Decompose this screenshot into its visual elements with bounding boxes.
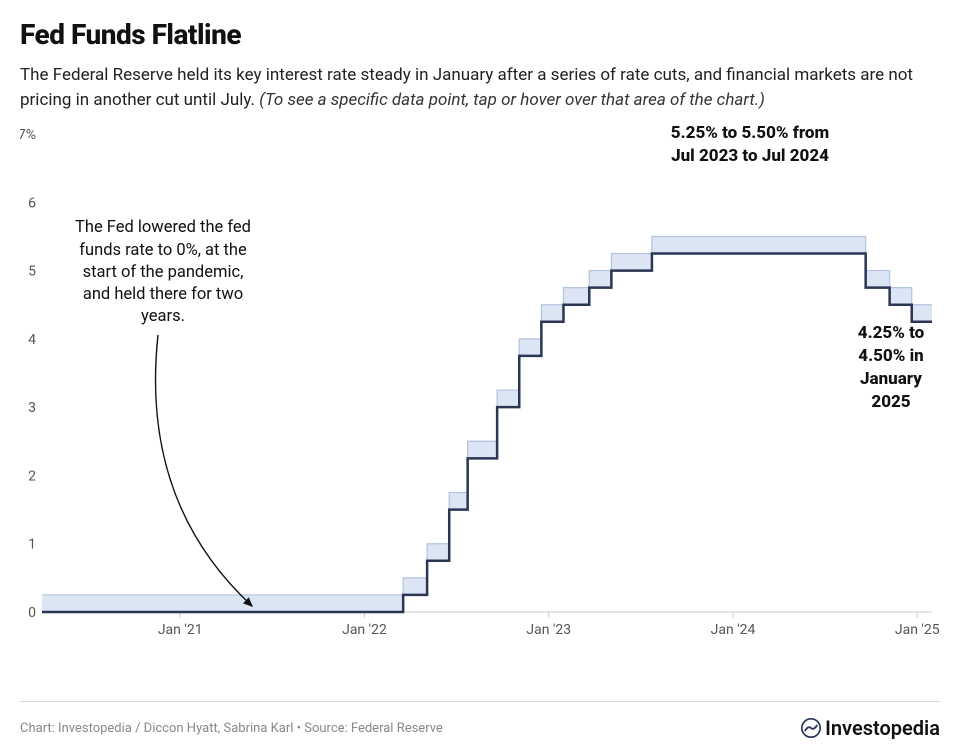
footer-divider xyxy=(20,701,940,702)
svg-text:0: 0 xyxy=(28,605,36,621)
svg-text:Jan '21: Jan '21 xyxy=(158,622,203,638)
svg-text:1: 1 xyxy=(28,537,36,553)
chart-subtitle: The Federal Reserve held its key interes… xyxy=(20,63,940,112)
annotation-pandemic: The Fed lowered the fed funds rate to 0%… xyxy=(68,217,258,328)
svg-text:3: 3 xyxy=(28,400,36,416)
step-chart-svg: 0 1 2 3 4 5 6 7% Jan '21 Jan '22 Jan '23 Jan '24 Jan… xyxy=(20,122,940,662)
svg-text:7%: 7% xyxy=(20,127,36,143)
svg-text:4: 4 xyxy=(28,332,36,348)
svg-text:2: 2 xyxy=(28,469,36,485)
svg-text:6: 6 xyxy=(28,196,36,212)
chart-credit: Chart: Investopedia / Diccon Hyatt, Sabr… xyxy=(20,721,443,736)
svg-text:Jan '24: Jan '24 xyxy=(711,622,756,638)
chart-title: Fed Funds Flatline xyxy=(20,18,940,51)
chart-area[interactable]: 0 1 2 3 4 5 6 7% Jan '21 Jan '22 Jan '23 Jan '24 Jan… xyxy=(20,122,940,662)
brand-logo: Investopedia xyxy=(801,716,940,740)
subtitle-hint: (To see a specific data point, tap or ho… xyxy=(259,90,765,110)
svg-text:Jan '22: Jan '22 xyxy=(342,622,387,638)
brand-name: Investopedia xyxy=(825,716,940,740)
annotation-current: 4.25% to 4.50% in January 2025 xyxy=(842,322,940,414)
investopedia-icon xyxy=(801,718,821,738)
svg-text:5: 5 xyxy=(28,264,36,280)
svg-text:Jan '23: Jan '23 xyxy=(526,622,571,638)
annotation-peak: 5.25% to 5.50% from Jul 2023 to Jul 2024 xyxy=(665,122,835,168)
svg-text:Jan '25: Jan '25 xyxy=(895,622,940,638)
